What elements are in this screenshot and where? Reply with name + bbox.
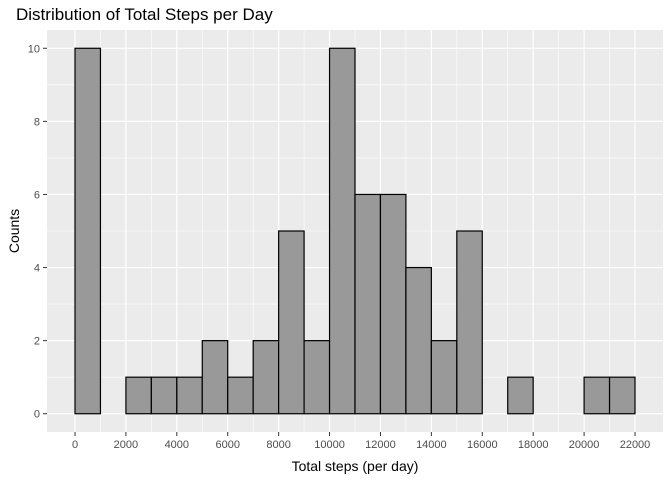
x-tick-label: 0 bbox=[72, 439, 78, 451]
histogram-bar bbox=[201, 340, 229, 415]
histogram-bar bbox=[379, 193, 407, 415]
x-axis: 0 2000 4000 6000 8000 10000 12000 14000 16000 180… bbox=[72, 432, 650, 451]
x-tick-label: 14000 bbox=[416, 439, 447, 451]
y-axis-title: Counts bbox=[6, 209, 22, 253]
histogram-bars bbox=[74, 47, 636, 415]
y-tick-label: 10 bbox=[28, 43, 40, 55]
chart-title: Distribution of Total Steps per Day bbox=[16, 5, 273, 24]
histogram-bar bbox=[227, 376, 254, 415]
x-axis-title: Total steps (per day) bbox=[292, 458, 419, 474]
histogram-bar bbox=[328, 47, 356, 415]
histogram-bar bbox=[125, 376, 152, 415]
histogram-bar bbox=[583, 376, 611, 415]
histogram-bar bbox=[456, 230, 483, 415]
histogram-bar bbox=[278, 230, 305, 415]
y-tick-label: 8 bbox=[34, 116, 40, 128]
histogram-bar bbox=[608, 376, 636, 415]
histogram-bar bbox=[176, 376, 203, 415]
histogram-bar bbox=[303, 340, 331, 415]
x-tick-label: 10000 bbox=[314, 439, 345, 451]
histogram-bar bbox=[150, 376, 178, 415]
x-tick-label: 12000 bbox=[365, 439, 396, 451]
y-tick-label: 4 bbox=[34, 263, 40, 275]
histogram-bar bbox=[354, 193, 382, 415]
histogram-bar bbox=[405, 266, 432, 415]
histogram-bar bbox=[507, 376, 534, 415]
histogram-bar bbox=[430, 340, 458, 415]
y-tick-label: 0 bbox=[34, 409, 40, 421]
x-tick-label: 4000 bbox=[165, 439, 189, 451]
x-tick-label: 20000 bbox=[569, 439, 600, 451]
x-tick-label: 22000 bbox=[620, 439, 651, 451]
y-tick-label: 2 bbox=[34, 336, 40, 348]
x-tick-label: 18000 bbox=[518, 439, 549, 451]
x-tick-label: 2000 bbox=[114, 439, 138, 451]
histogram-bar bbox=[252, 340, 280, 415]
x-tick-label: 16000 bbox=[467, 439, 498, 451]
x-tick-label: 8000 bbox=[266, 439, 290, 451]
y-axis: 0 2 4 6 8 10 bbox=[28, 43, 47, 421]
x-tick-label: 6000 bbox=[215, 439, 239, 451]
histogram-bar bbox=[74, 47, 102, 415]
y-tick-label: 6 bbox=[34, 189, 40, 201]
